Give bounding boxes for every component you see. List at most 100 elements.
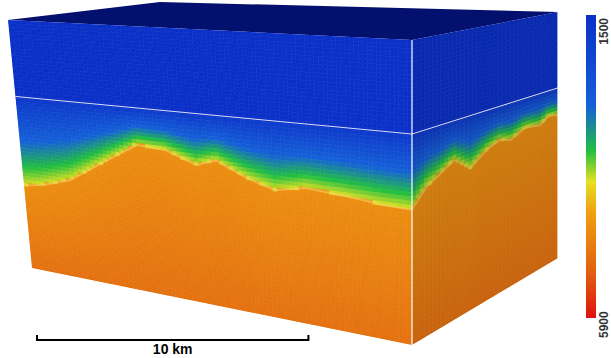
velocity-cell [24,46,29,50]
velocity-cell [83,64,88,68]
velocity-cell [68,49,73,53]
velocity-cell [98,24,103,28]
velocity-cell [35,25,40,29]
velocity-cell [62,30,67,34]
velocity-cell [94,28,99,32]
velocity-cell [98,32,103,36]
velocity-cell [64,52,69,56]
velocity-cell [65,59,70,63]
velocity-cell [121,37,126,41]
velocity-cell [87,53,92,57]
velocity-cell [117,48,122,52]
velocity-cell [91,276,96,281]
velocity-cell [78,274,83,279]
velocity-cell [136,64,141,68]
velocity-cell [57,270,62,274]
velocity-cell [120,29,125,33]
velocity-cell [86,42,91,46]
velocity-cell [58,30,63,34]
velocity-cell [19,45,24,49]
velocity-cell [14,38,19,42]
velocity-cell [118,55,123,59]
velocity-cell [10,38,15,42]
velocity-cell [91,50,96,54]
velocity-cell [22,28,27,32]
velocity-cell [83,60,88,64]
velocity-cell [81,38,86,42]
velocity-cell [27,35,32,39]
velocity-cell [42,47,47,51]
velocity-cell [62,23,67,27]
velocity-cell [21,21,26,25]
velocity-cell [136,57,141,61]
velocity-cell [59,44,64,48]
velocity-cell [103,28,108,32]
velocity-cell [117,40,122,44]
velocity-cell [73,45,78,49]
velocity-cell [59,41,64,45]
velocity-cell [132,71,137,75]
velocity-cell [110,74,115,78]
velocity-cell [99,43,104,47]
velocity-cell [100,62,105,66]
velocity-cell [119,70,124,74]
velocity-cell [87,275,92,280]
velocity-cell [100,54,105,58]
velocity-cell [65,271,70,275]
velocity-cell [11,48,16,52]
velocity-cell [58,33,63,37]
velocity-cell [122,52,127,56]
velocity-cell [90,39,95,43]
velocity-cell [125,37,130,41]
velocity-cell [113,44,118,48]
velocity-cell [72,41,77,45]
velocity-cell [92,65,97,69]
velocity-cell [28,46,33,50]
velocity-cell [10,45,15,49]
velocity-cell [55,48,60,52]
velocity-cell [19,38,24,42]
velocity-cell [125,283,129,288]
velocity-cell [125,30,130,34]
velocity-cell [76,38,81,42]
velocity-cell [65,56,70,60]
velocity-cell [51,51,56,55]
velocity-cell [64,48,69,52]
velocity-cell [121,41,126,45]
velocity-cell [112,40,117,44]
velocity-cell [37,43,42,47]
velocity-cell [8,24,13,28]
velocity-cell [92,61,97,65]
velocity-cell [76,31,81,35]
velocity-cell [56,59,61,63]
velocity-cell [18,35,23,39]
velocity-cell [99,39,104,43]
velocity-cell [54,40,59,44]
velocity-cell [82,57,87,61]
velocity-cell [86,50,91,54]
velocity-cell [123,67,128,71]
velocity-cell [49,29,54,33]
velocity-cell [91,54,96,58]
velocity-cell [64,45,69,49]
velocity-cell [33,46,38,50]
velocity-cell [69,56,74,60]
velocity-cell [123,75,128,79]
velocity-cell [135,49,140,53]
velocity-cell [107,29,112,33]
velocity-cell [17,20,22,24]
velocity-cell [95,43,100,47]
velocity-cell [128,75,133,79]
velocity-cell [54,33,59,37]
velocity-cell [126,41,131,45]
velocity-cell [61,270,66,274]
velocity-cell [134,38,139,42]
velocity-cell [132,68,137,72]
velocity-cell [89,24,94,28]
velocity-cell [51,47,56,51]
velocity-cell [108,40,113,44]
velocity-cell [76,27,81,31]
velocity-cell [104,43,109,47]
velocity-cell [80,27,85,31]
velocity-cell [36,36,41,40]
